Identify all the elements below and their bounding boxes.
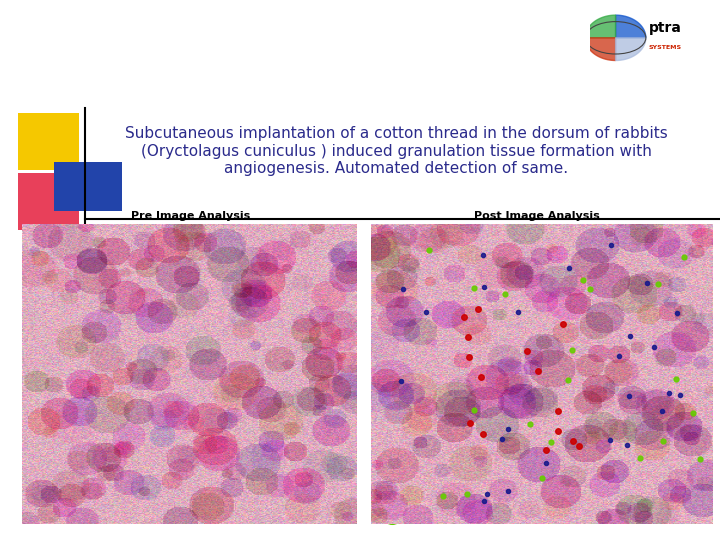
Polygon shape bbox=[616, 38, 646, 60]
FancyBboxPatch shape bbox=[18, 173, 79, 230]
Text: SYSTEMS: SYSTEMS bbox=[649, 45, 682, 50]
Circle shape bbox=[385, 514, 400, 524]
Text: Red blood cells: Red blood cells bbox=[407, 471, 502, 484]
Polygon shape bbox=[585, 15, 616, 38]
Text: Post Image Analysis: Post Image Analysis bbox=[474, 211, 599, 221]
Text: Subcutaneous implantation of a cotton thread in the dorsum of rabbits
(Oryctolag: Subcutaneous implantation of a cotton th… bbox=[125, 126, 667, 176]
FancyBboxPatch shape bbox=[54, 162, 122, 211]
FancyBboxPatch shape bbox=[18, 113, 79, 170]
Circle shape bbox=[385, 472, 400, 483]
Polygon shape bbox=[585, 38, 616, 60]
Text: ptra: ptra bbox=[649, 21, 682, 35]
Text: Pre Image Analysis: Pre Image Analysis bbox=[131, 211, 251, 221]
Text: Endothelial cells: Endothelial cells bbox=[407, 512, 509, 525]
Text: Intravascular lumen: Intravascular lumen bbox=[407, 492, 532, 505]
Circle shape bbox=[385, 493, 400, 504]
Polygon shape bbox=[616, 15, 646, 38]
